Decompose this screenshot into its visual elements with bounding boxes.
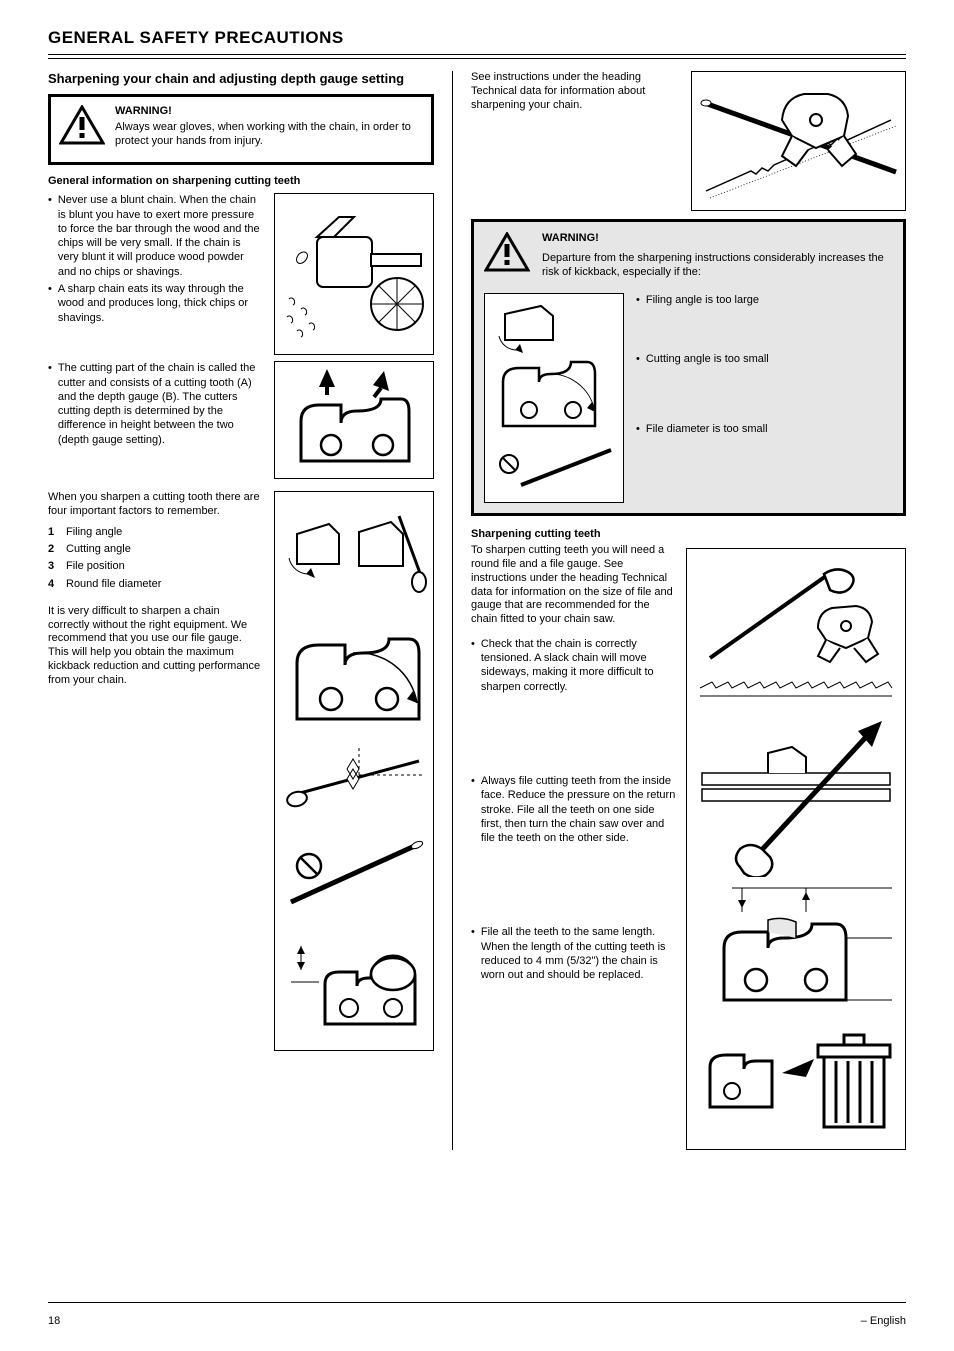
bullet-item: •Always file cutting teeth from the insi… [471, 774, 676, 845]
page-header: GENERAL SAFETY PRECAUTIONS [48, 28, 906, 52]
page-number: 18 [48, 1315, 60, 1327]
warning-icon [484, 232, 530, 272]
left-subtitle: Sharpening your chain and adjusting dept… [48, 71, 434, 86]
warning-box-grey: WARNING! Departure from the sharpening i… [471, 219, 906, 516]
bullet-item: •File all the teeth to the same length. … [471, 925, 676, 982]
page-title: GENERAL SAFETY PRECAUTIONS [48, 28, 906, 48]
bullet-item: •Never use a blunt chain. When the chain… [48, 193, 264, 279]
bullet-item: •A sharp chain eats its way through the … [48, 282, 264, 325]
list-item: 4Round file diameter [48, 577, 264, 591]
left-factors-text: When you sharpen a cutting tooth there a… [48, 491, 264, 693]
warning-body: Always wear gloves, when working with th… [115, 121, 423, 149]
right-lower-block: To sharpen cutting teeth you will need a… [471, 544, 906, 1150]
grey-warn-top: WARNING! Departure from the sharpening i… [484, 232, 893, 285]
closing-text: It is very difficult to sharpen a chain … [48, 605, 264, 688]
warning-icon [59, 105, 105, 145]
warning-text-block: WARNING! Always wear gloves, when workin… [115, 105, 423, 154]
figure-four-factors [274, 491, 434, 1051]
warning-label: WARNING! [115, 105, 423, 119]
grey-warn-heading: WARNING! Departure from the sharpening i… [542, 232, 893, 285]
header-rule-2 [48, 58, 906, 59]
warning-box-top: WARNING! Always wear gloves, when workin… [48, 94, 434, 165]
list-item: 2Cutting angle [48, 542, 264, 556]
content-columns: Sharpening your chain and adjusting dept… [48, 71, 906, 1150]
bullet-item: •The cutting part of the chain is called… [48, 361, 264, 447]
bullet-item: •Cutting angle is too small [636, 352, 893, 366]
bullet-list-left-1: •Never use a blunt chain. When the chain… [48, 193, 264, 328]
bullet-list-left-2: •The cutting part of the chain is called… [48, 361, 264, 450]
figure-grey-inset [484, 293, 624, 503]
list-item: 3File position [48, 559, 264, 573]
page-footer: 18 – English [48, 1315, 906, 1327]
figure-file-gauge [691, 71, 906, 211]
footer-right: – English [861, 1315, 906, 1327]
left-block-3: When you sharpen a cutting tooth there a… [48, 491, 434, 1051]
column-left: Sharpening your chain and adjusting dept… [48, 71, 452, 1150]
bullet-item: •File diameter is too small [636, 422, 893, 436]
right-sharp-heading: Sharpening cutting teeth [471, 528, 906, 540]
list-item: 1Filing angle [48, 525, 264, 539]
left-block-1: •Never use a blunt chain. When the chain… [48, 193, 434, 355]
figure-cutter-tooth [274, 361, 434, 479]
bullet-item: •Filing angle is too large [636, 293, 893, 307]
right-top-text: See instructions under the heading Techn… [471, 71, 681, 112]
figure-chainsaw-chips [274, 193, 434, 355]
footer-rule [48, 1302, 906, 1303]
factors-intro: When you sharpen a cutting tooth there a… [48, 491, 264, 519]
left-block-2: •The cutting part of the chain is called… [48, 361, 434, 479]
figure-sharpening-steps [686, 548, 906, 1150]
header-rule-1 [48, 54, 906, 55]
left-general-heading: General information on sharpening cuttin… [48, 175, 434, 187]
bullet-item: •Check that the chain is correctly tensi… [471, 637, 676, 694]
numbered-list-factors: 1Filing angle 2Cutting angle 3File posit… [48, 525, 264, 591]
column-right: See instructions under the heading Techn… [452, 71, 906, 1150]
grey-bullets: •Filing angle is too large •Cutting angl… [636, 293, 893, 439]
